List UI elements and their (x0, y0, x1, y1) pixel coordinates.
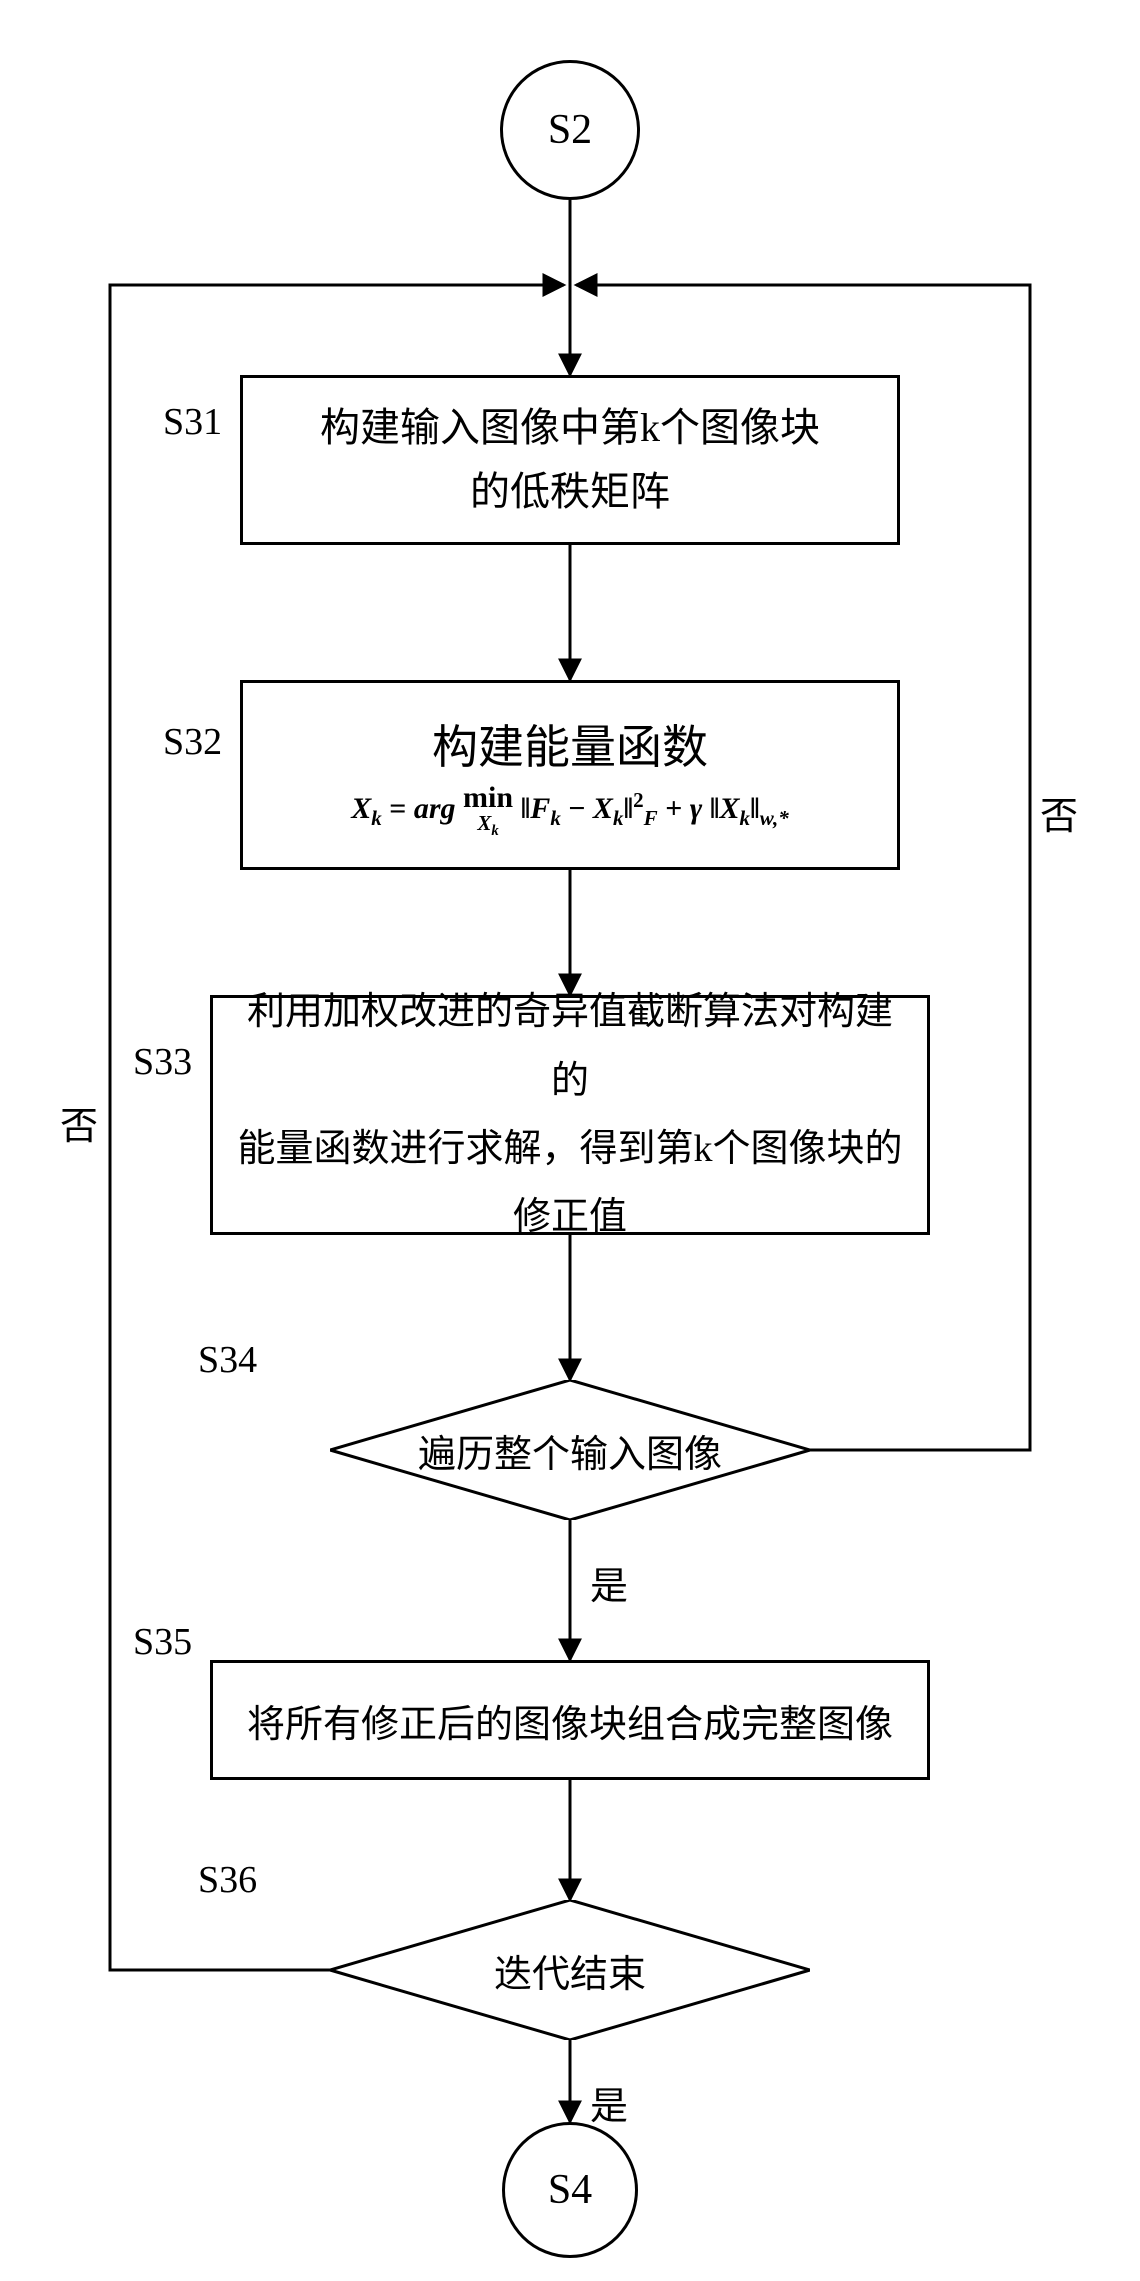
s34-text: 遍历整个输入图像 (330, 1380, 810, 1520)
end-node: S4 (502, 2122, 638, 2258)
s35-line1: 将所有修正后的图像块组合成完整图像 (247, 1693, 893, 1748)
s33-line3: 修正值 (513, 1183, 627, 1251)
edge-label-s34-no: 否 (1040, 785, 1078, 840)
step-label-s36: S36 (198, 1858, 257, 1902)
s32-title: 构建能量函数 (432, 711, 708, 777)
start-node: S2 (500, 60, 640, 200)
step-label-s32: S32 (163, 720, 222, 764)
edge-label-s34-yes: 是 (590, 1555, 628, 1610)
s36-text: 迭代结束 (330, 1900, 810, 2040)
s31-line1: 构建输入图像中第k个图像块 (320, 396, 820, 460)
edge-label-s36-yes: 是 (590, 2075, 628, 2130)
node-s36: 迭代结束 (330, 1900, 810, 2040)
s32-formula: Xk = arg min Xk ‖Fk − Xk‖2F + γ ‖Xk‖w,* (351, 783, 789, 839)
s31-line2: 的低秩矩阵 (470, 460, 670, 524)
step-label-s33: S33 (133, 1040, 192, 1084)
s33-line1: 利用加权改进的奇异值截断算法对构建的 (233, 978, 907, 1115)
node-s35: 将所有修正后的图像块组合成完整图像 (210, 1660, 930, 1780)
start-label: S2 (548, 106, 592, 154)
end-label: S4 (548, 2166, 592, 2214)
step-label-s34: S34 (198, 1338, 257, 1382)
step-label-s31: S31 (163, 400, 222, 444)
node-s31: 构建输入图像中第k个图像块 的低秩矩阵 (240, 375, 900, 545)
edge-label-s36-no: 否 (60, 1095, 98, 1150)
node-s33: 利用加权改进的奇异值截断算法对构建的 能量函数进行求解，得到第k个图像块的 修正… (210, 995, 930, 1235)
node-s34: 遍历整个输入图像 (330, 1380, 810, 1520)
step-label-s35: S35 (133, 1620, 192, 1664)
s33-line2: 能量函数进行求解，得到第k个图像块的 (237, 1115, 902, 1183)
node-s32: 构建能量函数 Xk = arg min Xk ‖Fk − Xk‖2F + γ ‖… (240, 680, 900, 870)
